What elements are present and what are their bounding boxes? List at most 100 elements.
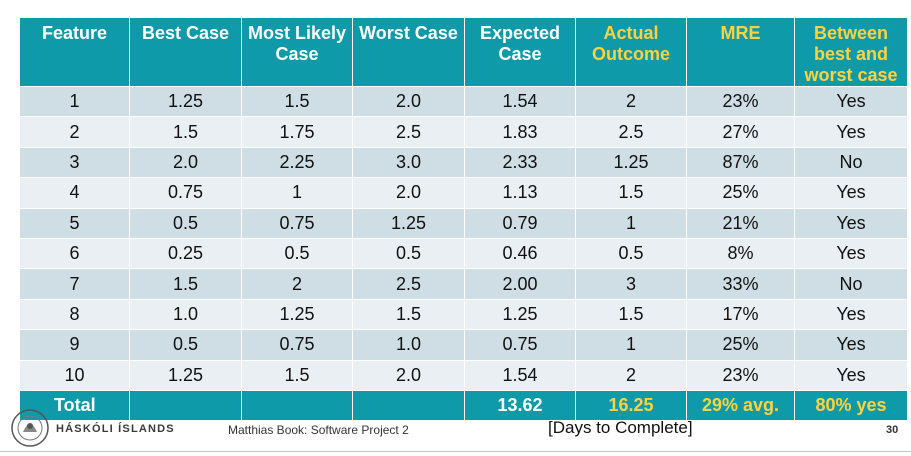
table-cell: 0.75 (129, 177, 242, 209)
table-cell: 9 (19, 329, 130, 361)
university-name: HÁSKÓLI ÍSLANDS (56, 423, 175, 435)
table-cell: 1.5 (241, 359, 353, 391)
table-cell: 0.75 (241, 207, 353, 239)
table-cell: 2 (241, 268, 353, 300)
table-row: 3 2.0 2.25 3.0 2.33 1.25 87% No (19, 146, 908, 179)
table-cell: 1.54 (464, 359, 576, 391)
total-row: Total 13.62 16.25 29% avg. 80% yes (19, 389, 908, 421)
table-cell: 0.5 (352, 237, 465, 270)
table-cell: 1.5 (129, 268, 242, 300)
table-cell: 1.5 (352, 298, 465, 331)
table-cell: 2 (575, 359, 687, 391)
table-row: 2 1.5 1.75 2.5 1.83 2.5 27% Yes (19, 116, 908, 148)
table-cell: Yes (794, 359, 908, 391)
table-cell: 1.25 (129, 359, 242, 391)
table-cell: 87% (686, 146, 795, 179)
table-cell: 1.25 (129, 85, 242, 118)
table-row: 4 0.75 1 2.0 1.13 1.5 25% Yes (19, 177, 908, 209)
total-mre: 29% avg. (686, 389, 795, 421)
units-caption: [Days to Complete] (548, 418, 693, 437)
table-body: 1 1.25 1.5 2.0 1.54 2 23% Yes 2 1.5 1.75 2.5 1.83 2.5… (19, 85, 908, 391)
table-cell: 0.46 (464, 237, 576, 270)
table-cell: 0.75 (464, 329, 576, 361)
table-cell: 3.0 (352, 146, 465, 179)
table-cell: 1.25 (241, 298, 353, 331)
total-expected: 13.62 (464, 389, 576, 421)
table-cell: 2.5 (575, 116, 687, 148)
column-header: Between best and worst case (794, 17, 908, 87)
table-cell: 27% (686, 116, 795, 148)
total-empty-cell (129, 389, 242, 421)
table-row: 6 0.25 0.5 0.5 0.46 0.5 8% Yes (19, 237, 908, 270)
table-cell: 1.25 (352, 207, 465, 239)
column-header: Actual Outcome (575, 17, 687, 87)
table-cell: 1.5 (241, 85, 353, 118)
table-cell: 2.33 (464, 146, 576, 179)
table-cell: 1 (575, 207, 687, 239)
table-cell: 2.0 (352, 85, 465, 118)
table-cell: 1 (575, 329, 687, 361)
header-row: Feature Best Case Most Likely Case Worst Ca… (19, 17, 908, 87)
table-cell: 1.0 (129, 298, 242, 331)
table-cell: 23% (686, 359, 795, 391)
table-cell: 0.79 (464, 207, 576, 239)
table-cell: 1.25 (464, 298, 576, 331)
table-cell: Yes (794, 298, 908, 331)
column-header: Feature (19, 17, 130, 87)
total-label: Total (19, 389, 130, 421)
table-cell: Yes (794, 329, 908, 361)
table-cell: 17% (686, 298, 795, 331)
table-cell: 2 (575, 85, 687, 118)
table-cell: 0.25 (129, 237, 242, 270)
table-row: 7 1.5 2 2.5 2.00 3 33% No (19, 268, 908, 300)
table-cell: 1.83 (464, 116, 576, 148)
table-cell: 8 (19, 298, 130, 331)
table-cell: 0.5 (241, 237, 353, 270)
table-cell: 1 (19, 85, 130, 118)
table-cell: 21% (686, 207, 795, 239)
table-cell: 25% (686, 329, 795, 361)
table-cell: 1.75 (241, 116, 353, 148)
table-cell: 1.5 (575, 177, 687, 209)
table-cell: Yes (794, 207, 908, 239)
table-cell: Yes (794, 177, 908, 209)
table-cell: 2.5 (352, 268, 465, 300)
estimates-table: Feature Best Case Most Likely Case Worst Ca… (19, 17, 908, 421)
footer-divider (0, 451, 911, 452)
total-empty-cell (241, 389, 353, 421)
total-between: 80% yes (794, 389, 908, 421)
university-seal-icon (11, 409, 49, 447)
table-row: 8 1.0 1.25 1.5 1.25 1.5 17% Yes (19, 298, 908, 331)
table-cell: 0.5 (575, 237, 687, 270)
table-cell: 2.0 (352, 177, 465, 209)
table-row: 1 1.25 1.5 2.0 1.54 2 23% Yes (19, 85, 908, 118)
column-header: Expected Case (464, 17, 576, 87)
table-cell: 0.75 (241, 329, 353, 361)
table-cell: 1.54 (464, 85, 576, 118)
table-cell: 25% (686, 177, 795, 209)
table-cell: Yes (794, 237, 908, 270)
column-header: MRE (686, 17, 795, 87)
author-credit: Matthias Book: Software Project 2 (228, 423, 409, 437)
column-header: Best Case (129, 17, 242, 87)
table-cell: 0.5 (129, 329, 242, 361)
table-cell: 6 (19, 237, 130, 270)
table-cell: 0.5 (129, 207, 242, 239)
column-header: Most Likely Case (241, 17, 353, 87)
table-cell: 2.25 (241, 146, 353, 179)
table-row: 10 1.25 1.5 2.0 1.54 2 23% Yes (19, 359, 908, 391)
table-cell: 1.0 (352, 329, 465, 361)
table-cell: 1 (241, 177, 353, 209)
table-cell: 2.00 (464, 268, 576, 300)
table-cell: 2.5 (352, 116, 465, 148)
table-row: 9 0.5 0.75 1.0 0.75 1 25% Yes (19, 329, 908, 361)
table-cell: 2.0 (129, 146, 242, 179)
table-cell: Yes (794, 85, 908, 118)
table-cell: 1.5 (129, 116, 242, 148)
table-cell: No (794, 146, 908, 179)
table-cell: 8% (686, 237, 795, 270)
table-cell: Yes (794, 116, 908, 148)
table-cell: 1.13 (464, 177, 576, 209)
table-row: 5 0.5 0.75 1.25 0.79 1 21% Yes (19, 207, 908, 239)
table-footer: Total 13.62 16.25 29% avg. 80% yes (19, 389, 908, 421)
